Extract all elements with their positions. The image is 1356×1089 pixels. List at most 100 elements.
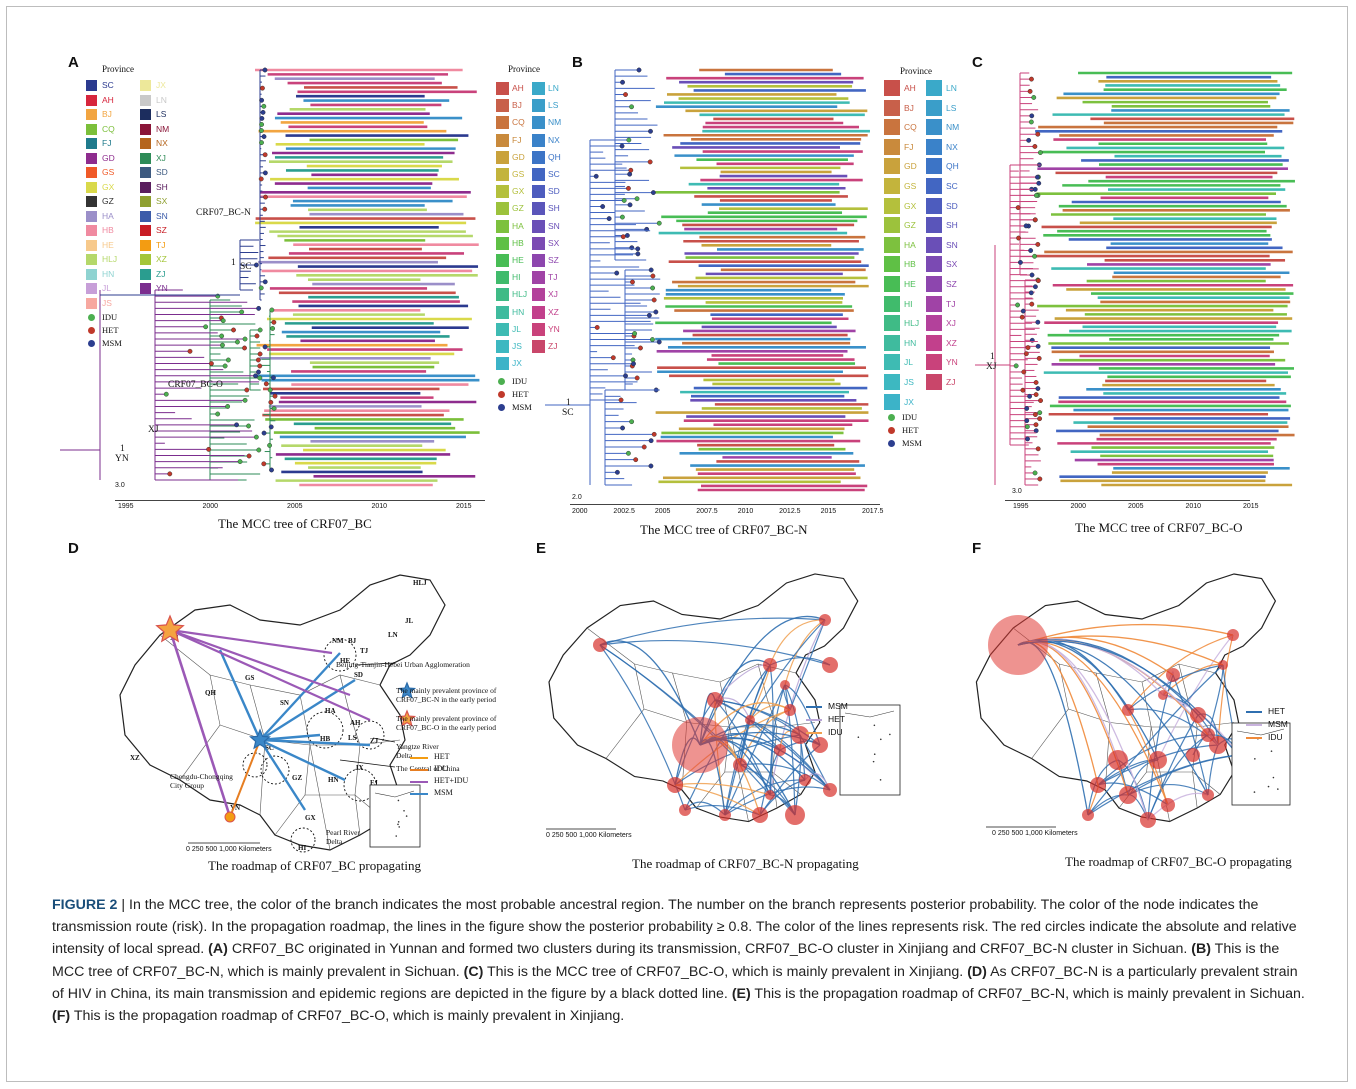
legend-a2-label-gs: GS <box>512 169 525 179</box>
route-dot-idu <box>888 414 895 421</box>
legend-a-label-bj: BJ <box>102 109 112 119</box>
roadmap-arrow-msm <box>259 738 346 782</box>
legend-a2-swatch-qh <box>532 150 545 164</box>
inset-island <box>405 815 408 817</box>
legend-b-swatch-ls <box>926 99 942 116</box>
legend-text-msm: MSM <box>434 788 453 797</box>
legend-b-label-sh: SH <box>946 220 958 231</box>
tree-node <box>1035 343 1041 349</box>
local-spread-circle <box>1149 751 1167 769</box>
origin-yn-marker <box>224 811 236 823</box>
star-crf07-bc-o <box>155 614 185 643</box>
province-label-gx: GX <box>305 814 316 822</box>
axis-tick: 2000 <box>202 503 219 510</box>
propagation-route <box>599 640 701 746</box>
hub-intensity-circle <box>988 615 1048 675</box>
legend-a-swatch-gs <box>86 167 97 178</box>
legend-a-swatch-xz <box>140 254 151 265</box>
province-label-sd: SD <box>354 671 363 679</box>
legend-a2-label-sz: SZ <box>548 255 559 265</box>
inset-island <box>873 724 876 727</box>
legend-a2-swatch-gz <box>496 202 509 216</box>
legend-text-idu: IDU <box>828 727 843 737</box>
legend-text-het: HET <box>828 714 845 724</box>
tree-node <box>262 344 268 350</box>
legend-text-het: HET <box>1268 706 1285 716</box>
propagation-route <box>724 779 806 816</box>
tree-node <box>650 273 656 279</box>
tree-node <box>614 469 620 475</box>
inset-island <box>395 835 398 837</box>
legend-b-label-hi: HI <box>904 298 913 309</box>
propagation-route <box>749 619 826 721</box>
roadmap-arrow-hetidu <box>169 628 351 697</box>
tree-node <box>623 373 628 379</box>
epidemic-region-circle <box>355 720 385 750</box>
legend-a2-label-ah: AH <box>512 83 524 93</box>
tree-node <box>1032 470 1038 476</box>
tree-node <box>268 399 274 405</box>
legend-a-swatch-gx <box>86 181 97 193</box>
legend-a-swatch-hn <box>86 268 97 280</box>
legend-a2-swatch-hi <box>496 271 509 285</box>
tree-node <box>1028 290 1034 296</box>
legend-a2-label-gz: GZ <box>512 203 524 214</box>
roadmap-arrow-msm <box>258 739 307 811</box>
tree-node <box>253 434 259 440</box>
inset-island <box>857 736 860 739</box>
tree-node <box>1032 186 1038 192</box>
tree-node <box>593 173 599 179</box>
tree-node <box>651 431 657 437</box>
legend-b-swatch-qh <box>926 158 942 175</box>
scale-label-a: 3.0 <box>115 482 125 489</box>
tree-node <box>262 206 268 212</box>
local-spread-circle <box>752 807 768 823</box>
legend-a2-swatch-jx <box>496 357 509 371</box>
legend-a2-swatch-hlj <box>496 288 509 302</box>
tree-node <box>256 305 262 311</box>
propagation-route <box>714 699 771 796</box>
local-spread-circle <box>774 744 786 756</box>
legend-a2-swatch-xj <box>532 288 545 302</box>
province-legend-a: Province SC AH BJ CQ FJ GD GS GX GZ HA HB HE HLJ HN JL J… <box>80 64 190 356</box>
legend-a-swatch-sx <box>140 196 151 207</box>
local-spread-circle <box>823 783 837 797</box>
legend-b-label-ah: AH <box>904 83 916 93</box>
province-label-xz: XZ <box>130 754 140 762</box>
tree-node <box>1026 137 1032 143</box>
legend-a-label-zj: ZJ <box>156 268 166 279</box>
caption-a-label: (A) <box>208 941 228 958</box>
tree-node <box>257 351 263 357</box>
legend-b-swatch-sn <box>926 236 942 253</box>
legend-b-swatch-gs <box>884 178 900 194</box>
tree-node <box>1033 193 1039 198</box>
panel-label-f: F <box>972 540 982 557</box>
local-spread-circle <box>1186 748 1200 762</box>
tree-node <box>1013 363 1019 369</box>
tree-node <box>206 446 212 452</box>
legend-a-swatch-ha <box>86 210 97 222</box>
local-spread-circle <box>785 805 805 825</box>
tree-node <box>271 375 276 381</box>
legend-a-label-gs: GS <box>102 167 115 177</box>
tree-node <box>239 309 245 315</box>
tree-node <box>1025 345 1031 351</box>
propagation-route <box>784 684 806 781</box>
tree-node <box>267 387 273 393</box>
inset-island <box>1272 776 1275 779</box>
legend-b-label-sn: SN <box>946 239 958 250</box>
tree-node <box>215 411 221 417</box>
scale-text-d: 0 250 500 1,000 Kilometers <box>186 846 272 853</box>
axis-tick: 2017.5 <box>862 508 884 515</box>
province-label-ln: LN <box>388 631 398 639</box>
roadmap-arrow-idu <box>229 739 261 818</box>
tree-node <box>1029 301 1035 307</box>
panel-label-d: D <box>68 540 79 557</box>
legend-b-swatch-tj <box>926 295 942 312</box>
legend-line-idu <box>806 732 822 734</box>
tree-node <box>635 251 641 257</box>
tree-node <box>620 425 625 431</box>
caption-c-label: (C) <box>463 963 484 980</box>
tree-node <box>256 369 261 375</box>
local-spread-circle <box>1108 750 1128 770</box>
